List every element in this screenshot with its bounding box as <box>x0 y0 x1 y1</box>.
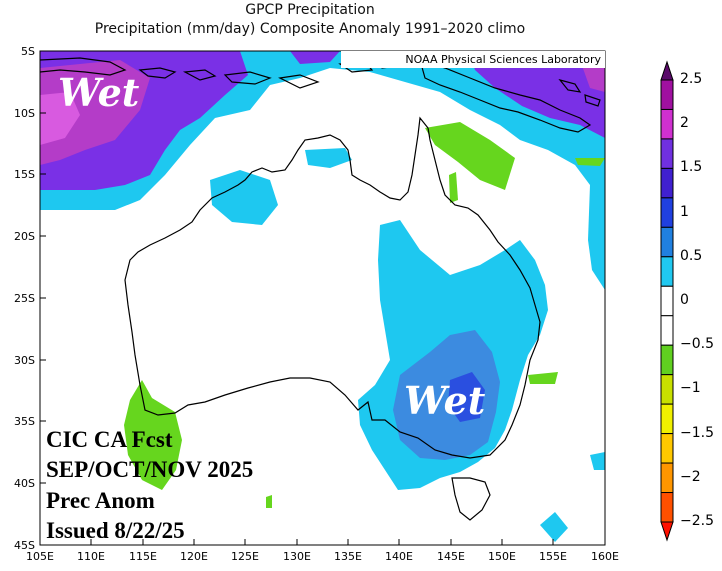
colorbar-top-triangle <box>660 60 674 81</box>
lat-label: 30S <box>14 354 35 367</box>
wet-label-southeast: Wet <box>404 378 486 423</box>
colorbar-label: 0 <box>680 292 689 308</box>
lat-label: 10S <box>14 107 35 120</box>
lat-label: 25S <box>14 292 35 305</box>
lon-label: 115E <box>129 550 157 563</box>
png-coastline <box>419 59 592 133</box>
credit-label: NOAA Physical Sciences Laboratory <box>341 51 605 68</box>
axis-labels: 105E 110E 115E 120E 125E 130E 135E 140E … <box>14 45 619 563</box>
fill-green-nequeensland <box>425 122 515 190</box>
lon-label: 140E <box>385 550 413 563</box>
tasmania-coastline <box>451 477 491 521</box>
colorbar-swatch <box>660 315 674 346</box>
lat-label: 45S <box>14 539 35 552</box>
colorbar-swatch <box>660 492 674 523</box>
lon-label: 105E <box>26 550 54 563</box>
colorbar-swatch <box>660 79 674 110</box>
colorbar-label: 1.5 <box>680 159 703 176</box>
wet-label-northwest: Wet <box>58 70 140 115</box>
lon-label: 150E <box>488 550 516 563</box>
forecast-line-3: Prec Anom <box>46 488 155 513</box>
colorbar-swatch <box>660 462 674 494</box>
lat-label: 35S <box>14 415 35 428</box>
colorbar-label: −0.5 <box>680 336 714 353</box>
fill-ne-purple <box>468 51 605 138</box>
lon-label: 155E <box>539 550 567 563</box>
colorbar-swatch <box>660 374 674 405</box>
colorbar-swatch <box>660 138 674 169</box>
forecast-line-2: SEP/OCT/NOV 2025 <box>46 457 254 482</box>
colorbar-swatch <box>660 403 674 435</box>
lon-label: 120E <box>180 550 208 563</box>
colorbar-swatch <box>660 433 674 464</box>
lat-label: 40S <box>14 477 35 490</box>
lon-label: 110E <box>77 550 105 563</box>
australia-coastline <box>124 116 541 459</box>
colorbar-label: −2 <box>680 468 701 485</box>
colorbar-swatch <box>660 285 674 317</box>
colorbar-label: 1 <box>680 203 689 220</box>
colorbar-swatch <box>660 108 674 140</box>
chart-title: GPCP Precipitation <box>245 2 375 18</box>
forecast-line-1: CIC CA Fcst <box>46 427 173 452</box>
lon-label: 145E <box>437 550 465 563</box>
colorbar-label: 0.5 <box>680 247 703 264</box>
axis-ticks <box>39 50 606 546</box>
lon-label: 125E <box>231 550 259 563</box>
colorbar-swatch <box>660 344 674 376</box>
fill-green-southwest <box>124 380 182 490</box>
fill-east-medblue <box>393 330 500 460</box>
colorbar-swatch <box>660 197 674 228</box>
colorbar-bottom-triangle <box>660 521 674 542</box>
lon-label: 160E <box>591 550 619 563</box>
colorbar-swatch <box>660 226 674 258</box>
forecast-line-4: Issued 8/22/25 <box>46 518 185 543</box>
colorbar <box>660 60 674 542</box>
colorbar-label: −1 <box>680 380 701 397</box>
lat-label: 20S <box>14 230 35 243</box>
colorbar-label: 2.5 <box>680 71 703 87</box>
colorbar-swatch <box>660 167 674 199</box>
colorbar-label: 2 <box>680 115 689 132</box>
colorbar-swatch <box>660 256 674 287</box>
lon-label: 135E <box>334 550 362 563</box>
lat-label: 15S <box>14 168 35 181</box>
colorbar-label: −2.5 <box>680 513 714 529</box>
coastline <box>40 57 601 521</box>
lat-label: 5S <box>21 45 35 58</box>
colorbar-label: −1.5 <box>680 424 714 441</box>
lon-label: 130E <box>283 550 311 563</box>
chart-subtitle: Precipitation (mm/day) Composite Anomaly… <box>94 21 526 37</box>
